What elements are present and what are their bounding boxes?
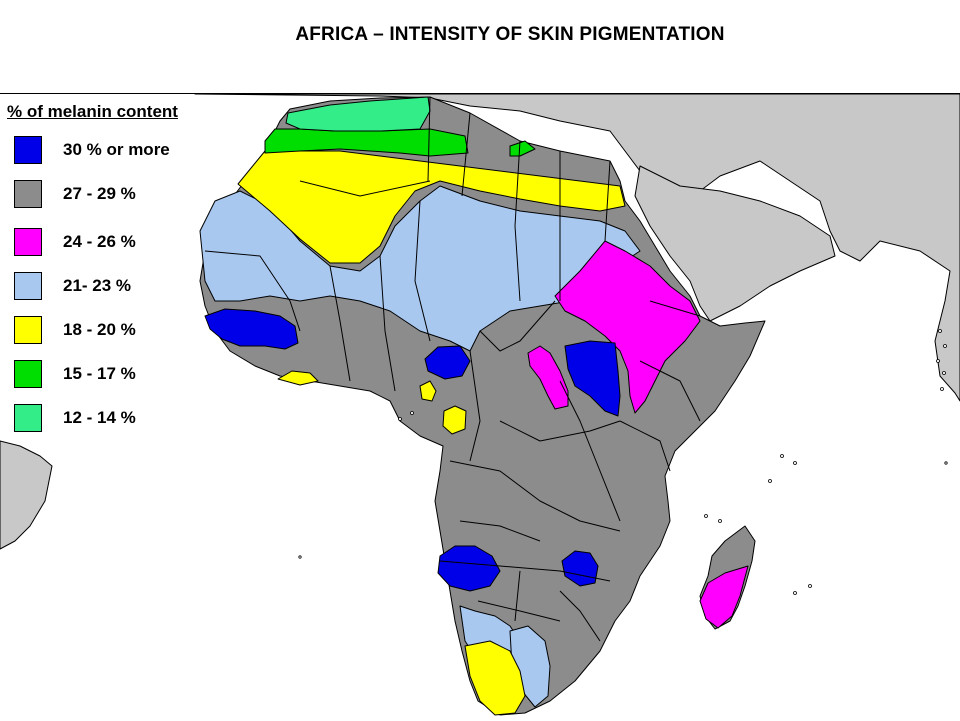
legend-label: 12 - 14 %: [63, 408, 136, 427]
legend-label: 27 - 29 %: [63, 184, 136, 203]
zone-30-plus-west: [204, 308, 299, 350]
legend-label: 15 - 17 %: [63, 364, 136, 383]
map-frame: % of melanin content 30 % or more 27 - 2…: [0, 93, 960, 721]
legend-label: 24 - 26 %: [63, 232, 136, 251]
arabian-peninsula: [634, 165, 836, 322]
madagascar-24-26-zone: [699, 565, 749, 629]
legend-title: % of melanin content: [7, 102, 178, 121]
zone-30-plus-sudan: [564, 340, 621, 417]
zone-30-plus-nigeria: [424, 345, 471, 380]
legend-swatch: [14, 360, 42, 388]
zone-30-plus-angola: [437, 545, 501, 592]
legend-swatch: [14, 136, 42, 164]
legend: % of melanin content 30 % or more 27 - 2…: [0, 94, 215, 439]
zone-24-26-central: [527, 345, 569, 410]
zone-18-20-islet: [419, 380, 437, 402]
legend-label: 30 % or more: [63, 140, 170, 159]
legend-label: 18 - 20 %: [63, 320, 136, 339]
legend-swatch: [14, 404, 42, 432]
legend-swatch: [14, 180, 42, 208]
islands: [298, 329, 948, 595]
zone-18-20-coast: [277, 370, 319, 386]
zone-12-14-north: [285, 96, 431, 132]
map-title: AFRICA – INTENSITY OF SKIN PIGMENTATION: [295, 24, 725, 45]
eurasia-landmass: [194, 94, 960, 402]
zone-18-20-south: [464, 640, 526, 716]
south-america-edge: [0, 440, 53, 550]
country-borders: [204, 96, 701, 642]
zone-18-20-congo: [442, 405, 467, 435]
zone-15-17-libya: [509, 140, 536, 157]
zone-18-20-north: [237, 150, 626, 264]
legend-swatch: [14, 228, 42, 256]
legend-label: 21- 23 %: [63, 276, 132, 295]
africa-map: [0, 94, 960, 716]
legend-swatch: [14, 316, 42, 344]
legend-swatch: [14, 272, 42, 300]
